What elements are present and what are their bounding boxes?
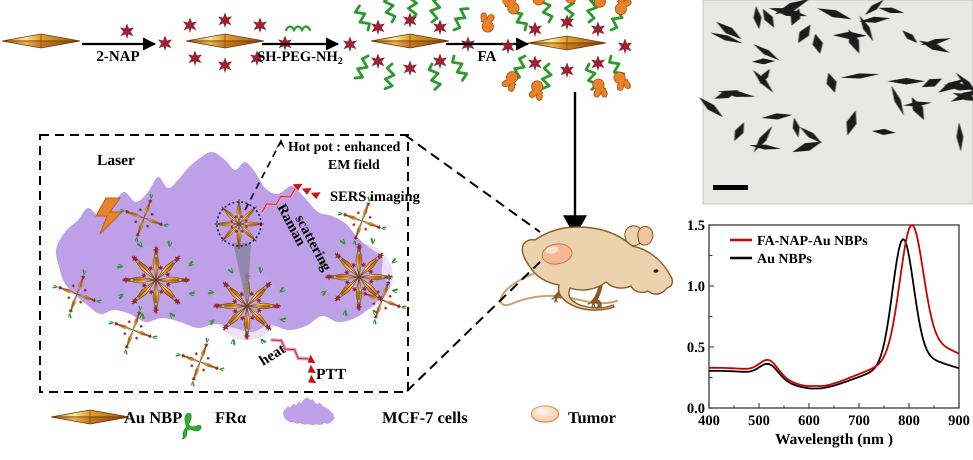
svg-text:500: 500 (748, 413, 770, 429)
svg-text:0.5: 0.5 (687, 340, 705, 356)
svg-text:Wavelength (nm ): Wavelength (nm ) (775, 431, 893, 448)
svg-text:SERS imaging: SERS imaging (330, 189, 421, 205)
svg-text:Tumor: Tumor (568, 408, 616, 427)
svg-text:900: 900 (948, 413, 970, 429)
svg-text:MCF-7 cells: MCF-7 cells (382, 408, 468, 427)
svg-text:1.5: 1.5 (687, 218, 705, 234)
svg-text:Hot pot : enhanced: Hot pot : enhanced (288, 139, 401, 154)
svg-text:400: 400 (698, 413, 720, 429)
svg-text:EM field: EM field (328, 157, 380, 172)
svg-text:600: 600 (798, 413, 820, 429)
svg-text:Au NBP: Au NBP (124, 408, 182, 427)
svg-text:1.0: 1.0 (687, 279, 705, 295)
svg-text:PTT: PTT (316, 366, 347, 383)
svg-text:Laser: Laser (97, 152, 135, 169)
svg-text:FA: FA (478, 49, 497, 65)
svg-text:800: 800 (898, 413, 920, 429)
svg-text:2-NAP: 2-NAP (96, 49, 139, 65)
svg-text:700: 700 (848, 413, 870, 429)
svg-text:Au NBPs: Au NBPs (757, 252, 812, 267)
svg-text:SH-PEG-NH2: SH-PEG-NH2 (257, 49, 343, 67)
svg-text:FA-NAP-Au NBPs: FA-NAP-Au NBPs (757, 234, 868, 249)
svg-text:FRα: FRα (215, 408, 247, 427)
